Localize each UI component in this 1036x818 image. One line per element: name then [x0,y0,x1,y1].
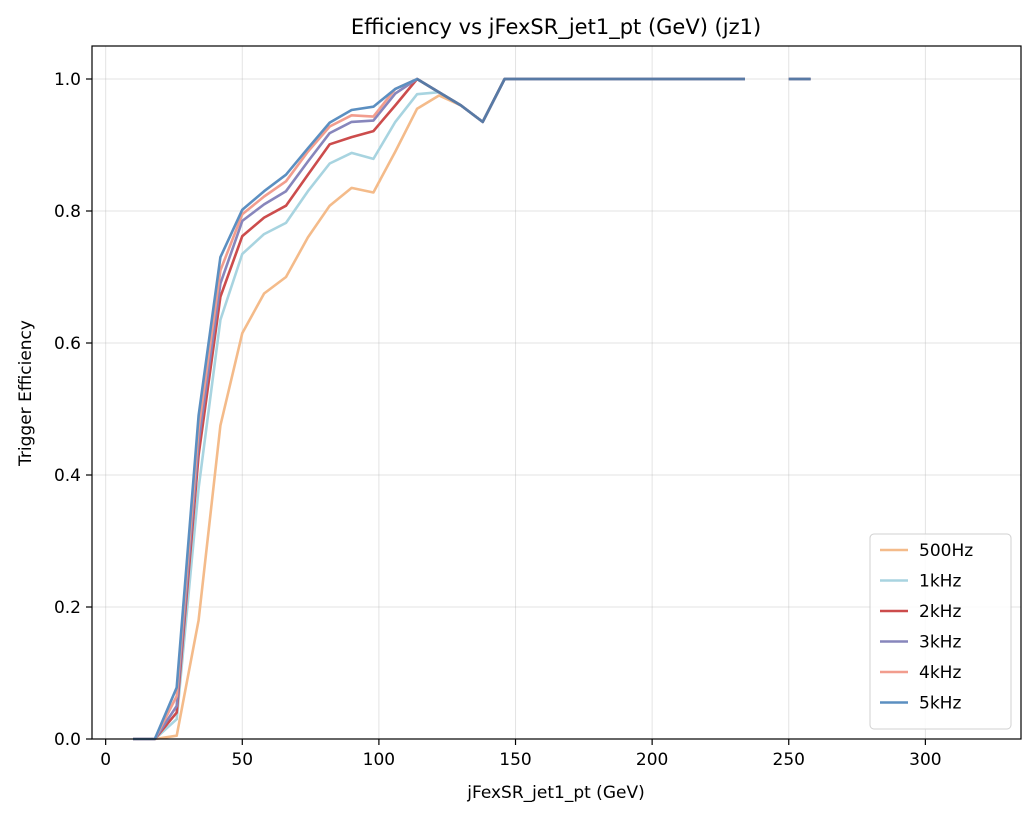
legend: 500Hz 1kHz 2kHz 3kHz 4kHz 5kHz [869,533,1012,730]
x-axis: 0 50 100 150 200 250 300 [100,739,942,770]
legend-label: 500Hz [919,541,973,561]
x-tick-label: 150 [499,750,531,770]
legend-label: 2kHz [919,602,961,622]
overlap-line [416,77,811,124]
y-axis-label: Trigger Efficiency [16,320,36,467]
y-tick-label: 0.0 [54,730,81,750]
x-tick-label: 300 [909,750,941,770]
series-group [133,77,811,741]
legend-label: 5kHz [919,694,961,714]
chart-title: Efficiency vs jFexSR_jet1_pt (GeV) (jz1) [351,15,761,40]
plot-frame [91,45,1022,740]
y-tick-label: 0.2 [54,598,81,618]
x-tick-label: 250 [773,750,805,770]
y-tick-label: 0.6 [54,334,81,354]
legend-label: 4kHz [919,663,961,683]
legend-box [869,533,1012,730]
legend-label: 3kHz [919,633,961,653]
x-tick-label: 100 [363,750,395,770]
x-tick-label: 50 [231,750,253,770]
x-axis-label: jFexSR_jet1_pt (GeV) [466,783,644,803]
x-tick-label: 0 [100,750,111,770]
y-tick-label: 1.0 [54,70,81,90]
y-tick-label: 0.4 [54,466,81,486]
x-tick-label: 200 [636,750,668,770]
legend-label: 1kHz [919,572,961,592]
y-tick-label: 0.8 [54,202,81,222]
y-axis: 0.0 0.2 0.4 0.6 0.8 1.0 [54,70,92,750]
